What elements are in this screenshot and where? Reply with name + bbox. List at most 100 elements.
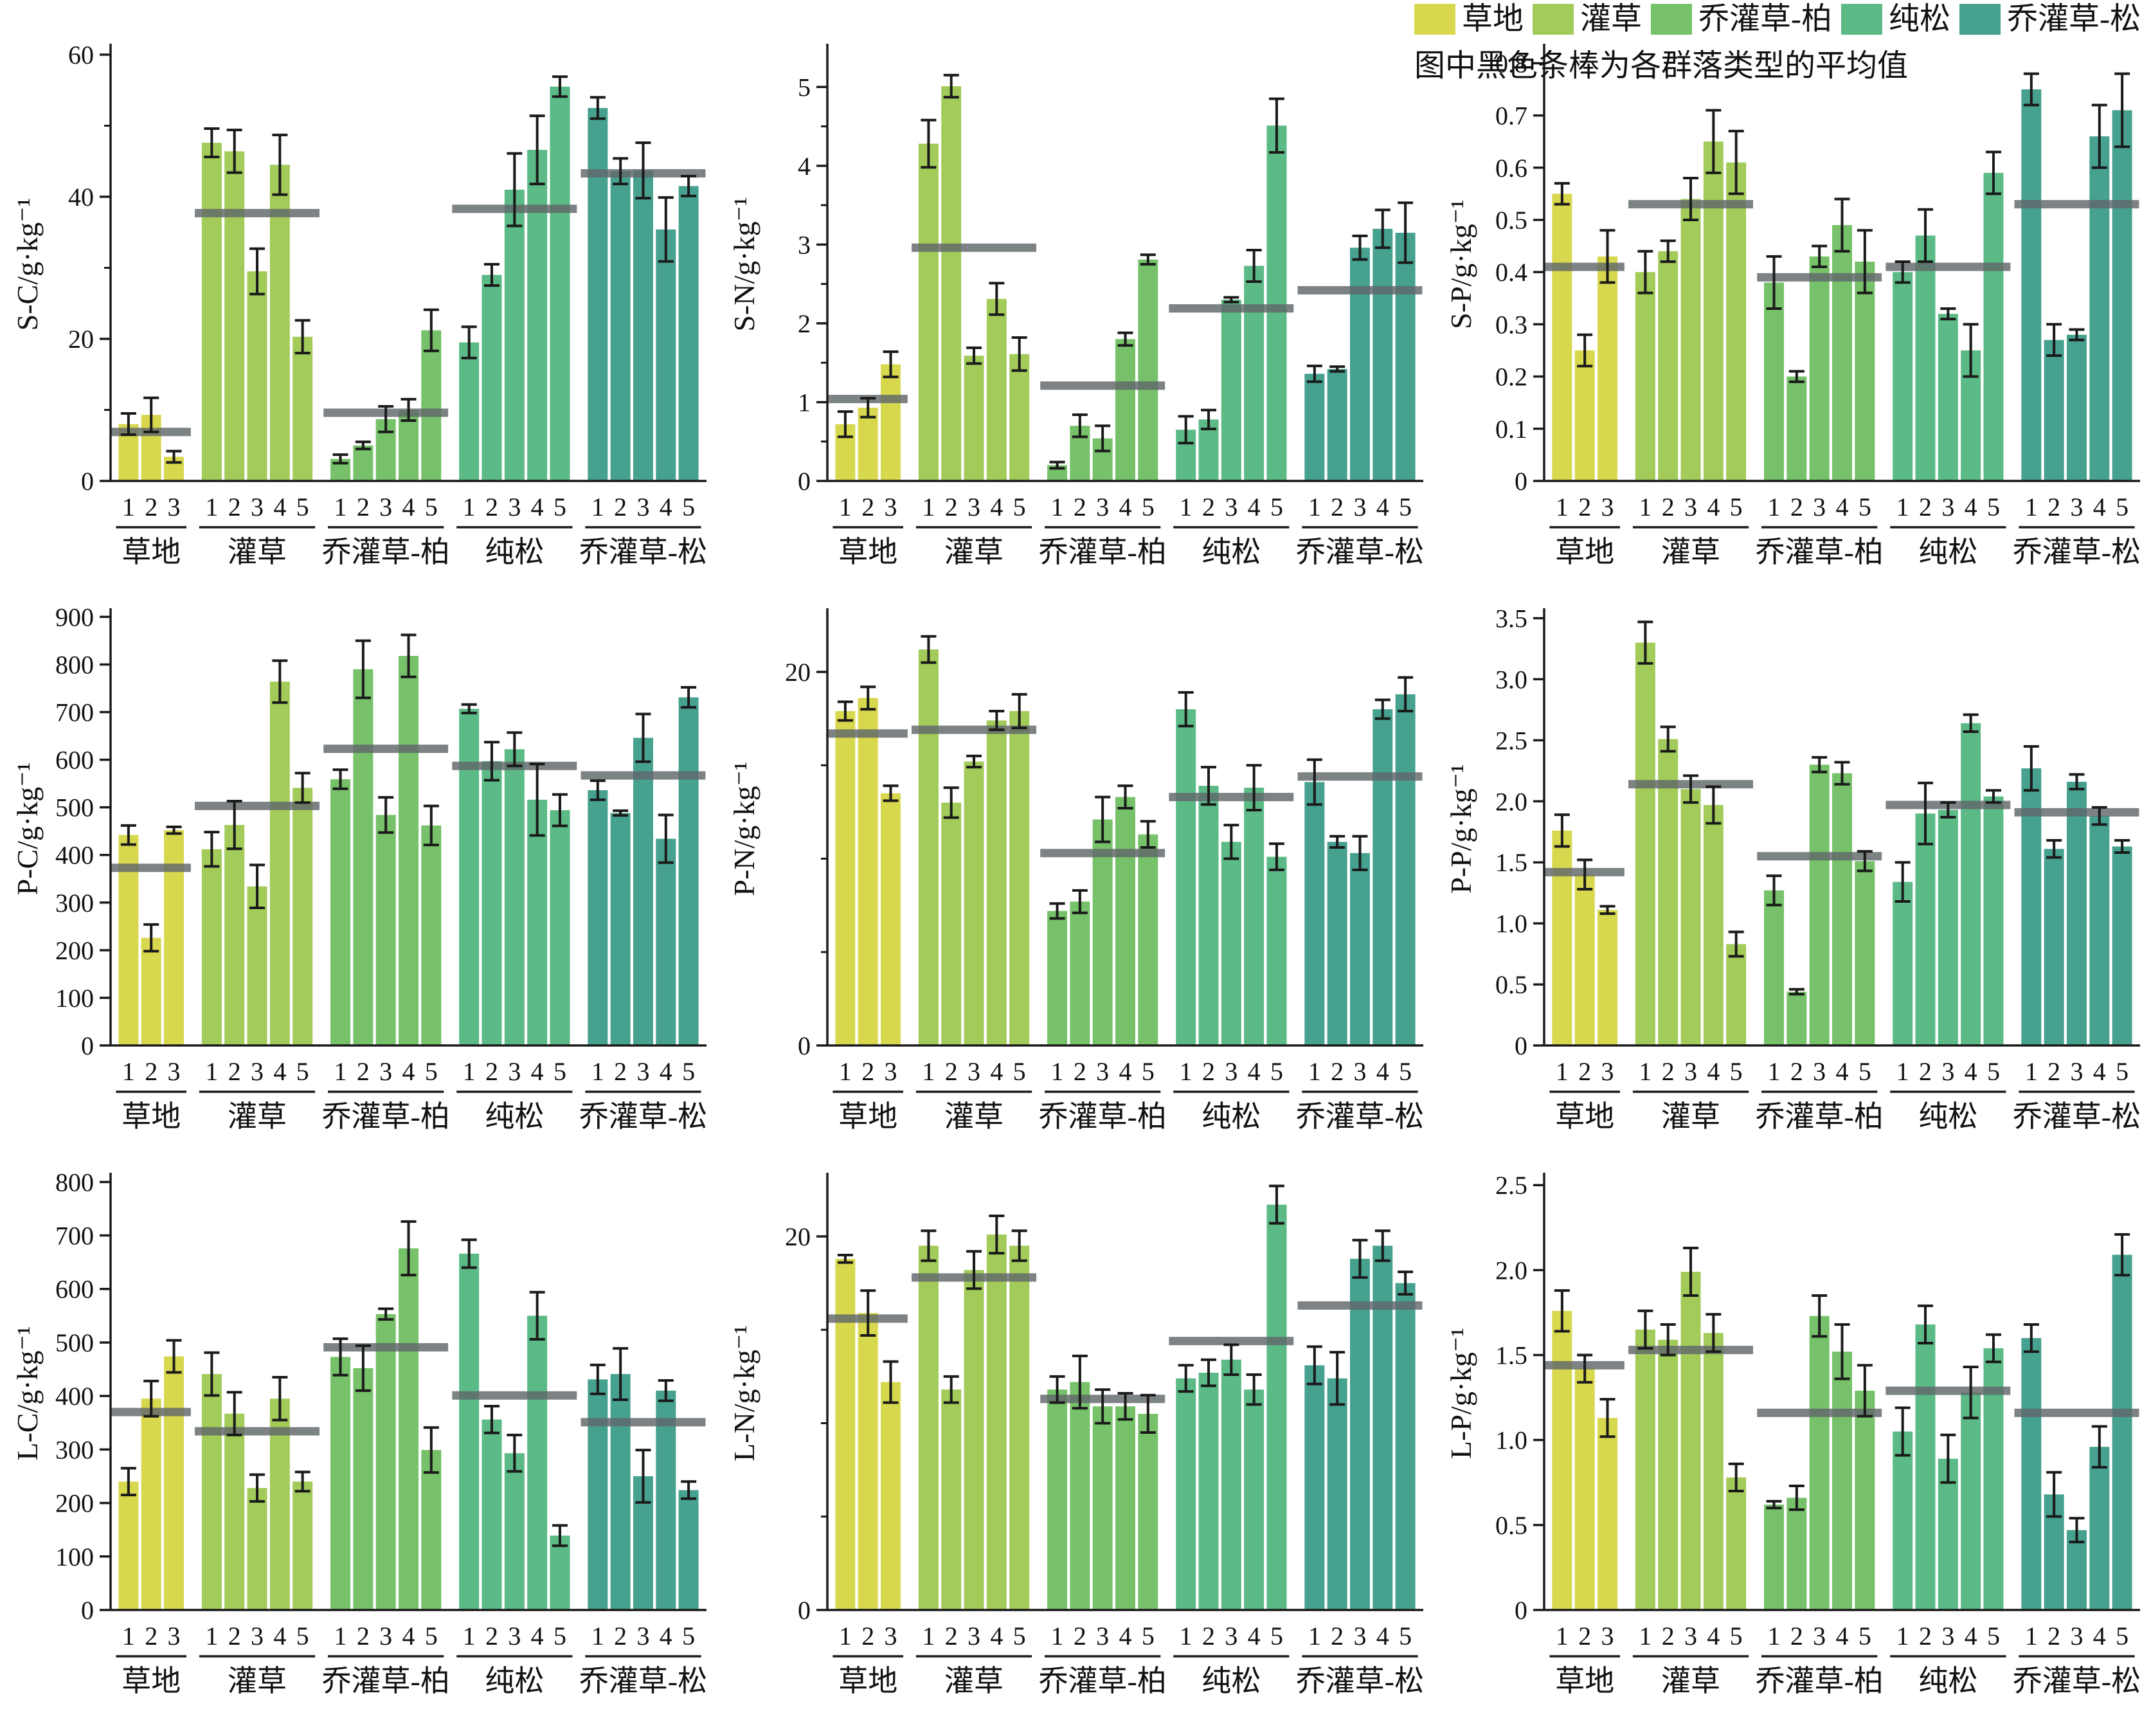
legend-label: 乔灌草-柏 <box>1698 2 1832 36</box>
bar <box>918 649 939 1045</box>
bar <box>2066 334 2087 481</box>
bar-number-label: 4 <box>273 1057 286 1086</box>
bar <box>421 330 442 481</box>
bar <box>527 150 548 481</box>
error-bar <box>613 809 629 817</box>
bar <box>504 749 525 1045</box>
bar <box>1574 1368 1595 1610</box>
bar-number-label: 1 <box>463 1622 476 1650</box>
bar <box>2089 1447 2110 1610</box>
error-bar <box>461 1238 477 1269</box>
bar-number-label: 4 <box>531 1622 544 1650</box>
bar-number-label: 2 <box>145 1622 158 1650</box>
bar-number-label: 3 <box>1601 493 1614 521</box>
error-bar <box>484 263 500 287</box>
bar-number-label: 5 <box>1142 1622 1155 1650</box>
error-bar <box>1049 460 1065 470</box>
bar-number-label: 3 <box>508 1622 521 1650</box>
error-bar <box>1834 197 1850 253</box>
bar <box>1809 256 1830 481</box>
error-bar <box>1940 1433 1956 1484</box>
y-tick-label: 20 <box>68 325 94 354</box>
error-bar <box>1940 801 1956 818</box>
bar-number-label: 2 <box>1578 493 1591 521</box>
bar-number-label: 5 <box>554 1057 566 1086</box>
bar-number-label: 5 <box>2116 1057 2128 1086</box>
bar-number-label: 3 <box>968 1057 980 1086</box>
error-bar <box>1554 813 1570 848</box>
group-label: 草地 <box>838 536 897 568</box>
error-bar <box>921 118 937 169</box>
error-bar <box>484 1404 500 1434</box>
group-label: 乔灌草-松 <box>579 1665 707 1697</box>
y-tick-label: 40 <box>68 183 94 212</box>
bar-number-label: 3 <box>251 493 264 521</box>
bar-number-label: 2 <box>228 1622 241 1650</box>
legend-swatch-icon <box>1841 4 1882 35</box>
error-bar <box>2114 1233 2130 1277</box>
bar <box>1703 804 1724 1045</box>
bar <box>224 825 245 1045</box>
error-bar <box>378 796 394 834</box>
bar-number-label: 1 <box>205 1622 218 1650</box>
bar-number-label: 5 <box>682 493 695 521</box>
bar <box>2044 849 2064 1045</box>
group-label: 草地 <box>1555 536 1614 568</box>
bar <box>2089 816 2110 1045</box>
y-tick-label: 0.7 <box>1495 102 1527 131</box>
mean-line <box>828 729 908 738</box>
group-label: 乔灌草-松 <box>2013 1665 2141 1697</box>
error-bar <box>1963 323 1979 378</box>
mean-line <box>1169 793 1294 802</box>
bar-number-label: 4 <box>273 1622 286 1650</box>
bar-number-label: 5 <box>1730 493 1743 521</box>
error-bar <box>1728 129 1744 195</box>
error-bar <box>1306 1345 1322 1386</box>
mean-line <box>2014 808 2139 817</box>
bar-number-label: 2 <box>1790 1622 1803 1650</box>
bar <box>1832 773 1852 1045</box>
group-label: 纯松 <box>485 536 544 568</box>
bar <box>964 356 984 481</box>
bar <box>1961 723 1981 1045</box>
error-bar <box>1788 1485 1805 1512</box>
bar <box>1198 1373 1219 1610</box>
bar <box>588 790 608 1045</box>
error-bar <box>1637 620 1653 665</box>
group-label: 灌草 <box>1661 536 1720 568</box>
y-tick-label: 0 <box>798 1031 811 1060</box>
bar-number-label: 2 <box>228 493 241 521</box>
y-axis-label: P-P/g·kg⁻¹ <box>1444 764 1477 894</box>
bar <box>1349 853 1370 1045</box>
error-bar <box>332 768 348 790</box>
mean-line <box>912 725 1037 734</box>
bar <box>986 1234 1007 1610</box>
y-tick-label: 60 <box>68 41 94 69</box>
group-label: 乔灌草-松 <box>579 536 707 568</box>
error-bar <box>249 247 266 296</box>
y-tick-label: 0.5 <box>1495 206 1527 235</box>
bar <box>986 720 1007 1045</box>
bar-number-label: 3 <box>1813 1057 1826 1086</box>
bar <box>1915 235 1936 481</box>
bar-number-label: 2 <box>1578 1622 1591 1650</box>
bar-number-label: 1 <box>1308 493 1321 521</box>
bar-number-label: 1 <box>1556 493 1569 521</box>
bar-number-label: 2 <box>614 1622 627 1650</box>
bar <box>164 830 184 1045</box>
mean-line <box>1040 381 1166 390</box>
bar <box>1244 1389 1264 1610</box>
mean-line <box>195 208 320 217</box>
bar-number-label: 1 <box>334 1622 347 1650</box>
error-bar <box>2069 1517 2085 1544</box>
bar <box>1635 272 1655 481</box>
error-bar <box>1268 97 1284 154</box>
error-bar <box>1766 874 1782 907</box>
bar <box>292 336 313 481</box>
error-bar <box>590 96 606 120</box>
group-label: 乔灌草-柏 <box>1756 536 1884 568</box>
bar-number-label: 3 <box>1941 1057 1954 1086</box>
bar <box>1327 368 1347 481</box>
